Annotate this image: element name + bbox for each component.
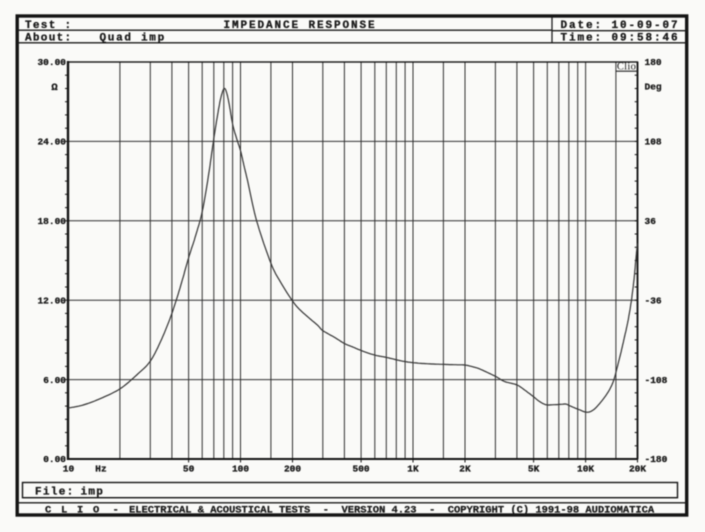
svg-text:20K: 20K [629,464,646,475]
svg-text:About:: About: [25,32,72,44]
svg-text:Date: 10-09-07: Date: 10-09-07 [561,20,680,32]
svg-text:-180: -180 [645,454,668,465]
svg-text:24.00: 24.00 [37,137,66,148]
svg-text:10: 10 [63,464,75,475]
svg-text:1K: 1K [407,464,419,475]
svg-text:36: 36 [645,216,657,227]
svg-text:50: 50 [183,464,195,475]
svg-text:CLIO: CLIO [45,504,109,516]
svg-text:6.00: 6.00 [43,375,66,386]
svg-text:Clio: Clio [617,62,636,73]
svg-text:2K: 2K [459,464,471,475]
svg-text:180: 180 [645,57,662,68]
svg-text:10K: 10K [577,464,594,475]
svg-text:ELECTRICAL & ACOUSTICAL TESTS: ELECTRICAL & ACOUSTICAL TESTS - VERSION … [129,504,655,516]
svg-text:File:: File: [35,486,75,498]
svg-text:-: - [113,504,119,516]
svg-text:108: 108 [645,137,662,148]
svg-text:IMPEDANCE RESPONSE: IMPEDANCE RESPONSE [224,20,377,32]
svg-text:-108: -108 [645,375,668,386]
svg-text:imp: imp [81,486,105,498]
svg-text:Ω: Ω [51,82,58,94]
svg-text:5K: 5K [528,464,540,475]
svg-text:100: 100 [232,464,249,475]
svg-text:Time: 09:58:46: Time: 09:58:46 [561,32,680,44]
svg-text:30.00: 30.00 [37,57,66,68]
svg-text:-36: -36 [645,295,662,306]
svg-text:Hz: Hz [95,464,106,475]
svg-text:18.00: 18.00 [37,216,66,227]
svg-text:200: 200 [284,464,301,475]
svg-text:Quad imp: Quad imp [100,32,166,44]
svg-text:12.00: 12.00 [37,295,66,306]
svg-text:500: 500 [353,464,370,475]
svg-text:Test :: Test : [25,20,72,32]
svg-text:Deg: Deg [645,82,662,93]
svg-text:0.00: 0.00 [43,454,66,465]
